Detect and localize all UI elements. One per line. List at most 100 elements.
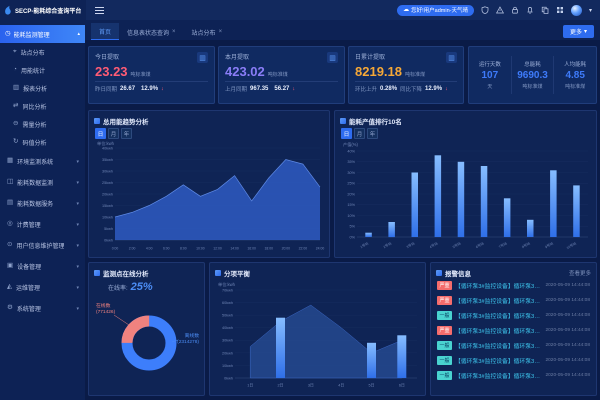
sidebar-subitem-2[interactable]: ▥ 报表分析 (0, 79, 85, 97)
data-service-icon: ▤ (7, 199, 14, 207)
user-weather-pill[interactable]: ☁ 您好!用户admin-天气晴 (397, 4, 474, 16)
alarm-row[interactable]: 严重【循环泵3#监控设备】循环泵3#流量超限2020-05-09 14:44:0… (436, 278, 591, 293)
stat-footer: 环比上升 0.28% 同比下降 12.9% ↓ (355, 86, 448, 93)
alarm-time: 2020-05-09 14:44:08 (545, 373, 590, 378)
divider (225, 81, 338, 82)
svg-text:0%: 0% (350, 235, 356, 239)
system-icon: ⚙ (7, 304, 13, 312)
app-logo: SECP-能耗综合查询平台 (0, 0, 86, 20)
alarm-text: 【循环泵3#监控设备】循环泵3#流量超限 (455, 329, 543, 335)
shield-icon[interactable] (481, 6, 489, 14)
subitem-label: 同比分析 (22, 104, 47, 111)
warning-icon[interactable] (495, 6, 504, 14)
alarm-row[interactable]: 一般【循环泵3#监控设备】循环泵3#流量超限2020-05-09 14:44:0… (436, 368, 591, 383)
summary-col-per-capita: 人均能耗 4.85 吨标准煤 (564, 62, 587, 90)
tab-month[interactable]: 月 (108, 128, 119, 139)
panel-title: 监测点在线分析 (103, 270, 149, 278)
alarm-level-badge: 严重 (437, 326, 453, 335)
tab-month[interactable]: 月 (354, 128, 365, 139)
summary-col-days: 运行天数 107 天 (469, 56, 512, 94)
chart-badge-icon: ▥ (197, 52, 208, 63)
svg-text:6:00: 6:00 (163, 247, 170, 251)
chevron-down-icon: ▾ (76, 305, 79, 312)
alarm-row[interactable]: 一般【循环泵3#监控设备】循环泵3#流量超限2020-05-09 14:44:0… (436, 308, 591, 323)
fullscreen-icon[interactable] (556, 6, 564, 14)
svg-text:1日: 1日 (247, 384, 253, 388)
close-icon[interactable]: × (172, 29, 176, 35)
subitem-label: 码值分析 (22, 140, 47, 147)
svg-text:6号站: 6号站 (475, 240, 486, 249)
sidebar-subitem-4[interactable]: ⊖ 需量分析 (0, 115, 85, 133)
rank-panel: 能耗产值排行10名 日 月 年 产值(%) 0% 5% 10% 15% 20% 25% 30%… (334, 110, 597, 258)
sidebar-subitem-5[interactable]: ↻ 码值分析 (0, 133, 85, 151)
svg-text:1号站: 1号站 (359, 240, 370, 249)
svg-text:5%: 5% (350, 225, 356, 229)
user-avatar[interactable] (570, 4, 582, 16)
svg-text:70kwh: 70kwh (222, 288, 233, 292)
svg-text:(771426): (771426) (96, 309, 116, 315)
env-icon: ▦ (7, 157, 14, 165)
svg-text:30%: 30% (347, 171, 355, 175)
alarm-row[interactable]: 严重【循环泵3#监控设备】循环泵3#流量超限2020-05-09 14:44:0… (436, 323, 591, 338)
copy-icon[interactable] (541, 6, 549, 14)
sidebar-subitem-0[interactable]: ⌖ 站点分布 (0, 43, 85, 61)
tab-year[interactable]: 年 (121, 128, 132, 139)
chevron-up-icon: ▴ (77, 31, 80, 37)
svg-text:25%: 25% (347, 182, 355, 186)
stat-unit: 吨标准煤 (267, 72, 288, 78)
svg-text:0kwh: 0kwh (224, 376, 233, 380)
tab-info-status[interactable]: 信息表状态查询 × (119, 24, 184, 40)
panel-icon (215, 269, 221, 276)
panel-title: 分项平衡 (224, 270, 250, 278)
chevron-down-icon: ▾ (76, 179, 79, 186)
stat-card-month: 本月提取 ▥ 423.02 吨标准煤 上月同期 967.35 56.27 ↓ (218, 46, 345, 104)
view-more-link[interactable]: 查看更多 (568, 270, 591, 277)
chevron-down-icon[interactable]: ▾ (588, 7, 592, 14)
tab-day[interactable]: 日 (95, 128, 106, 139)
sidebar-group-6[interactable]: ◭ 运维管理 ▾ (0, 277, 85, 298)
sidebar-group-3[interactable]: ◎ 计费管理 ▾ (0, 214, 85, 235)
group-label: 环境监测系统 (17, 160, 54, 166)
svg-text:10:00: 10:00 (196, 247, 205, 251)
sidebar-group-7[interactable]: ⚙ 系统管理 ▾ (0, 298, 85, 319)
alarm-row[interactable]: 一般【循环泵3#监控设备】循环泵3#流量超限2020-05-09 14:44:0… (436, 353, 591, 368)
close-icon[interactable]: × (218, 29, 223, 35)
tab-home[interactable]: 首页 (91, 23, 120, 40)
hamburger-menu-icon[interactable] (95, 6, 104, 14)
sidebar-group-4[interactable]: ⊙ 用户信息维护管理 ▾ (0, 235, 85, 256)
user-greeting: 您好!用户admin-天气晴 (411, 8, 468, 14)
svg-text:4号站: 4号站 (428, 240, 439, 249)
alarm-row[interactable]: 一般【循环泵3#监控设备】循环泵3#流量超限2020-05-09 14:44:0… (436, 338, 591, 353)
more-button[interactable]: 更多 ▾ (562, 25, 594, 38)
sidebar-group-2[interactable]: ▤ 能耗数据服务 ▾ (0, 193, 85, 214)
lock-icon[interactable] (511, 6, 519, 14)
svg-text:20%: 20% (347, 192, 355, 196)
svg-text:4:00: 4:00 (146, 247, 153, 251)
sidebar-subitem-1[interactable]: ◔ 用能统计 (0, 61, 85, 79)
sidebar-group-energy-monitoring[interactable]: ◷ 能耗监测管理 ▴ (0, 25, 85, 43)
svg-text:20kwh: 20kwh (222, 351, 233, 355)
alarm-row[interactable]: 严重【循环泵3#监控设备】循环泵3#流量超限2020-05-09 14:44:0… (436, 293, 591, 308)
sidebar-subitem-3[interactable]: ⇄ 同比分析 (0, 97, 85, 115)
alarm-level-badge: 严重 (437, 281, 453, 290)
alarm-level-badge: 一般 (437, 356, 453, 365)
svg-text:15%: 15% (347, 203, 355, 207)
tab-label: 信息表状态查询 (127, 30, 170, 37)
bell-icon[interactable] (526, 6, 534, 14)
sidebar-group-0[interactable]: ▦ 环境监测系统 ▾ (0, 151, 85, 172)
alarm-list: 严重【循环泵3#监控设备】循环泵3#流量超限2020-05-09 14:44:0… (436, 278, 591, 383)
group-label: 计费管理 (16, 223, 41, 229)
sidebar-group-label: 能耗监测管理 (13, 32, 50, 39)
tab-day[interactable]: 日 (341, 128, 352, 139)
chevron-down-icon: ▾ (76, 263, 79, 270)
stat-card-daily-total: 日累计提取 ▥ 8219.18 吨标准煤 环比上升 0.28% 同比下降 12.9% ↓ (348, 46, 464, 104)
svg-text:0kwh: 0kwh (104, 238, 113, 242)
sidebar-group-5[interactable]: ▣ 设备管理 ▾ (0, 256, 85, 277)
sidebar-group-1[interactable]: ◫ 能耗数据监测 ▾ (0, 172, 85, 193)
svg-text:30kwh: 30kwh (102, 169, 113, 173)
down-arrow-icon: ↓ (445, 86, 448, 92)
alarm-level-badge: 一般 (437, 341, 453, 350)
tab-site-distribution[interactable]: 站点分布 × (184, 24, 231, 40)
tab-year[interactable]: 年 (367, 128, 378, 139)
